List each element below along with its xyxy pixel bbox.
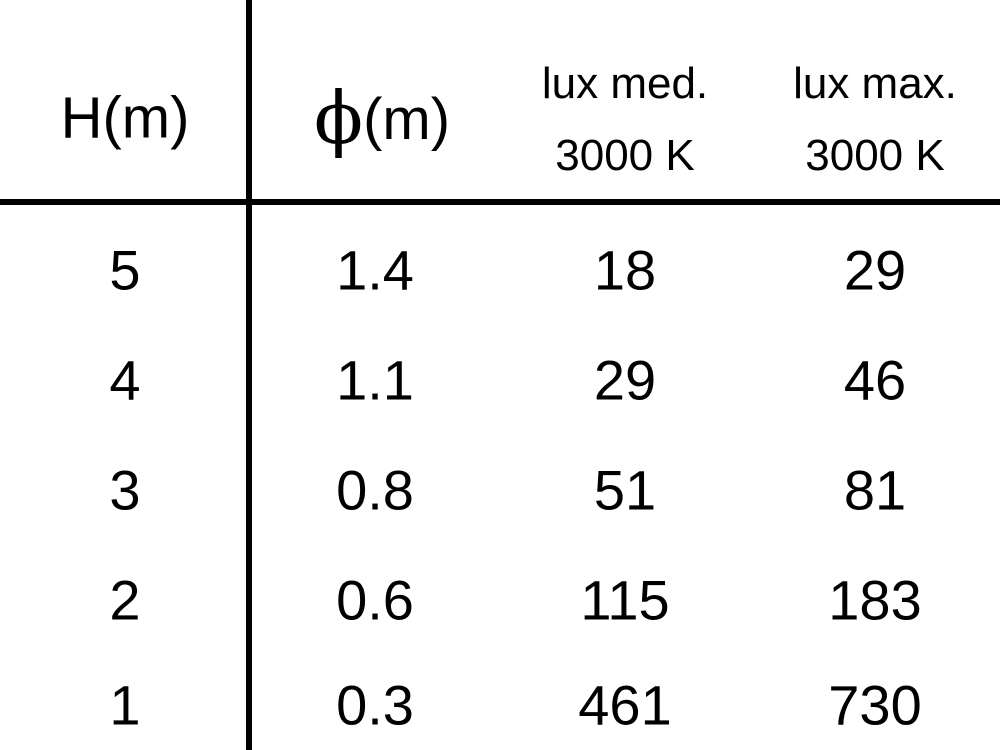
header-lux-med: lux med. 3000 K	[542, 48, 708, 192]
table-cell: 461	[578, 673, 672, 737]
table-cell: 0.6	[336, 568, 414, 632]
phi-symbol: ϕ	[313, 76, 364, 160]
table-cell: 46	[843, 348, 907, 412]
table-cell: 51	[593, 458, 657, 522]
table-cell: 5	[109, 238, 141, 302]
column-divider	[246, 0, 252, 750]
header-divider	[0, 199, 1000, 205]
table-cell: 1.1	[336, 348, 414, 412]
table-cell: 4	[109, 348, 141, 412]
table-cell: 0.8	[336, 458, 414, 522]
header-lux-max-label: lux max.	[793, 59, 957, 108]
header-lux-med-label: lux med.	[541, 59, 709, 108]
table-cell: 0.3	[336, 673, 414, 737]
table-cell: 18	[593, 238, 657, 302]
table-cell: 730	[828, 673, 922, 737]
table-cell: 81	[843, 458, 907, 522]
header-height: H(m)	[60, 85, 190, 151]
table-cell: 115	[580, 568, 670, 632]
header-diameter-unit: (m)	[363, 87, 451, 152]
header-lux-max-temp: 3000 K	[805, 131, 945, 180]
header-lux-max: lux max. 3000 K	[793, 48, 957, 192]
table-cell: 1	[109, 673, 141, 737]
table-cell: 183	[828, 568, 922, 632]
table-cell: 1.4	[336, 238, 414, 302]
header-diameter: ϕ(m)	[314, 76, 450, 160]
table-cell: 2	[109, 568, 141, 632]
table-cell: 29	[843, 238, 907, 302]
table-cell: 3	[109, 458, 141, 522]
table-cell: 29	[593, 348, 657, 412]
header-lux-med-temp: 3000 K	[555, 131, 695, 180]
